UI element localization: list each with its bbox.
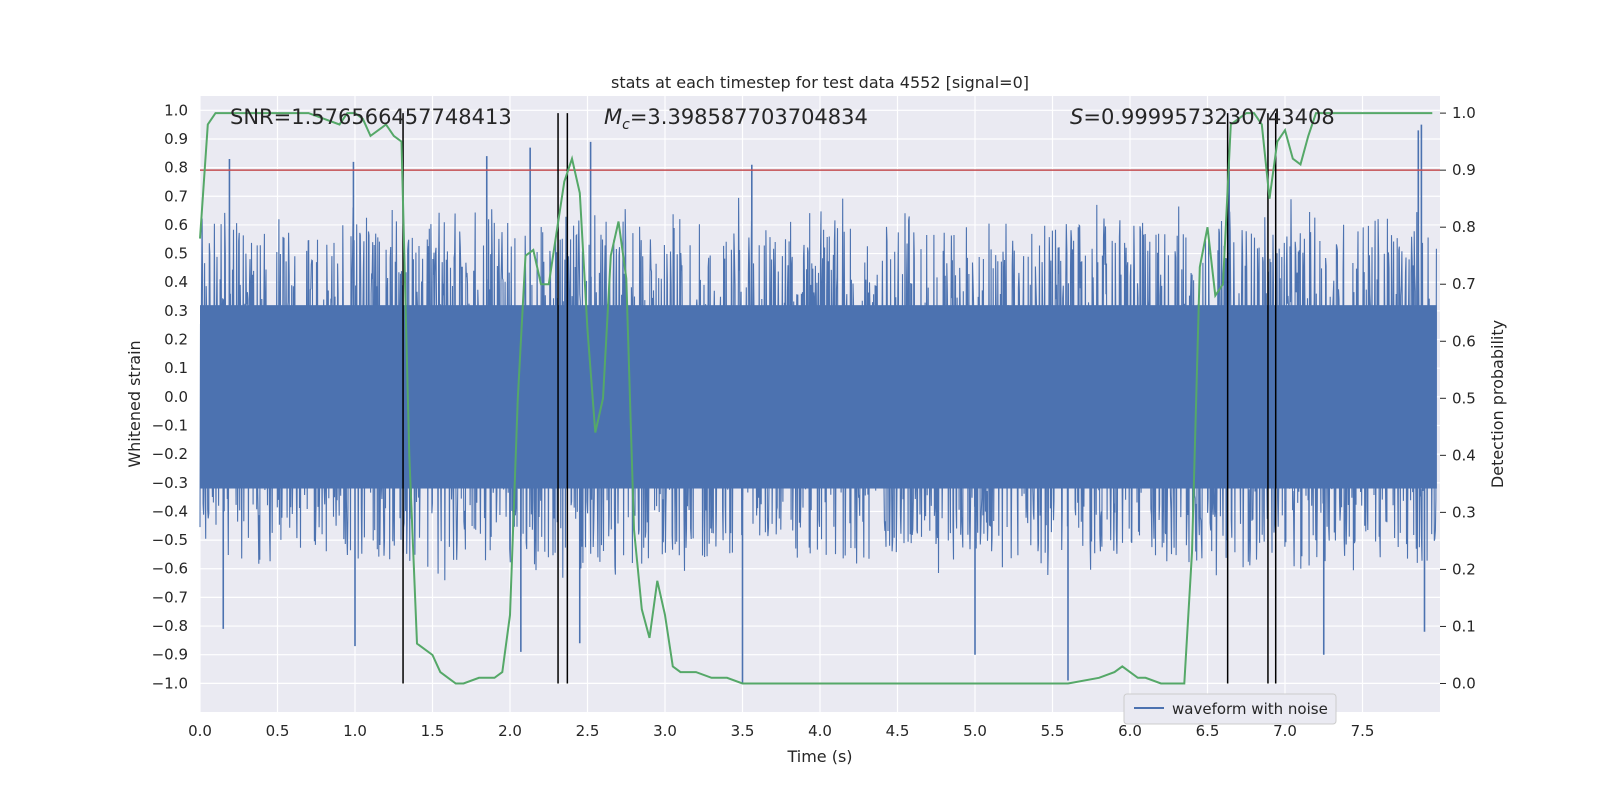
- y-tick-label: −0.4: [152, 502, 188, 520]
- y-tick-label: 0.4: [164, 273, 188, 291]
- x-axis-label: Time (s): [786, 747, 852, 766]
- chart-title: stats at each timestep for test data 455…: [611, 73, 1029, 92]
- y2-axis-ticks: 1.0 0.9 0.8 0.7 0.6 0.5 0.4 0.3 0.2 0.1 0.0: [1440, 104, 1476, 692]
- chirp-mass-subscript: c: [622, 117, 630, 133]
- y-tick-label: 0.1: [164, 359, 188, 377]
- x-tick-label: 0.0: [188, 722, 212, 740]
- probability-line: [199, 112, 1433, 685]
- x-tick-label: 4.0: [808, 722, 832, 740]
- y2-tick-label: 0.2: [1452, 560, 1476, 578]
- waveform-core: [200, 305, 1437, 489]
- score-symbol: S: [1070, 105, 1083, 129]
- x-tick-label: 5.5: [1041, 722, 1065, 740]
- probability-series: [199, 112, 1433, 685]
- y-tick-label: −0.2: [152, 445, 188, 463]
- x-tick-label: 6.0: [1118, 722, 1142, 740]
- y-tick-label: −1.0: [152, 674, 188, 692]
- y-tick-label: 0.0: [164, 388, 188, 406]
- x-axis-ticks: 0.0 0.5 1.0 1.5 2.0 2.5 3.0 3.5 4.0 4.5 5.0 5.5 6.0 6…: [188, 722, 1374, 740]
- y-tick-label: 0.9: [164, 130, 188, 148]
- y2-tick-label: 0.8: [1452, 218, 1476, 236]
- y-tick-label: 0.5: [164, 245, 188, 263]
- y2-tick-label: 0.4: [1452, 446, 1476, 464]
- y2-axis-label: Detection probability: [1488, 320, 1507, 488]
- x-tick-label: 5.0: [963, 722, 987, 740]
- score-annotation: S=0.9999573230743408: [1070, 105, 1335, 129]
- y-axis-ticks: 1.0 0.9 0.8 0.7 0.6 0.5 0.4 0.3 0.2 0.1 0.0 −0.1 −0.…: [152, 101, 188, 692]
- x-tick-label: 3.0: [653, 722, 677, 740]
- y2-tick-label: 0.9: [1452, 161, 1476, 179]
- x-tick-label: 0.5: [266, 722, 290, 740]
- x-tick-label: 2.0: [498, 722, 522, 740]
- y2-tick-label: 0.0: [1452, 674, 1476, 692]
- legend-box: [1123, 693, 1337, 725]
- legend: waveform with noise: [1123, 693, 1337, 725]
- snr-annotation: SNR=1.576566457748413: [230, 105, 512, 129]
- y2-tick-label: 0.7: [1452, 275, 1476, 293]
- score-value: =0.9999573230743408: [1083, 105, 1334, 129]
- x-tick-label: 1.5: [421, 722, 445, 740]
- y-tick-label: 0.8: [164, 159, 188, 177]
- y-tick-label: −0.6: [152, 560, 188, 578]
- x-tick-label: 6.5: [1196, 722, 1220, 740]
- x-tick-label: 3.5: [731, 722, 755, 740]
- x-tick-label: 4.5: [886, 722, 910, 740]
- y-tick-label: −0.3: [152, 474, 188, 492]
- y-tick-label: −0.5: [152, 531, 188, 549]
- chirp-mass-value: =3.398587703704834: [630, 105, 868, 129]
- chirp-mass-symbol: M: [604, 105, 622, 129]
- x-tick-label: 2.5: [576, 722, 600, 740]
- y-tick-label: 0.7: [164, 187, 188, 205]
- y-tick-label: 0.3: [164, 302, 188, 320]
- y2-tick-label: 1.0: [1452, 104, 1476, 122]
- y2-tick-label: 0.1: [1452, 617, 1476, 635]
- x-tick-label: 1.0: [343, 722, 367, 740]
- x-tick-label: 7.5: [1351, 722, 1375, 740]
- y-tick-label: −0.8: [152, 617, 188, 635]
- y-tick-label: −0.7: [152, 588, 188, 606]
- x-tick-label: 7.0: [1273, 722, 1297, 740]
- y-tick-label: 0.6: [164, 216, 188, 234]
- y2-tick-label: 0.5: [1452, 389, 1476, 407]
- y-tick-label: 0.2: [164, 331, 188, 349]
- y-tick-label: −0.9: [152, 646, 188, 664]
- legend-label: waveform with noise: [1172, 700, 1328, 718]
- y2-tick-label: 0.3: [1452, 503, 1476, 521]
- y-tick-label: −0.1: [152, 416, 188, 434]
- y-tick-label: 1.0: [164, 101, 188, 119]
- y2-tick-label: 0.6: [1452, 332, 1476, 350]
- waveform-series: [199, 124, 1437, 684]
- y-axis-label: Whitened strain: [125, 340, 144, 467]
- chirp-mass-annotation: Mc=3.398587703704834: [604, 105, 868, 133]
